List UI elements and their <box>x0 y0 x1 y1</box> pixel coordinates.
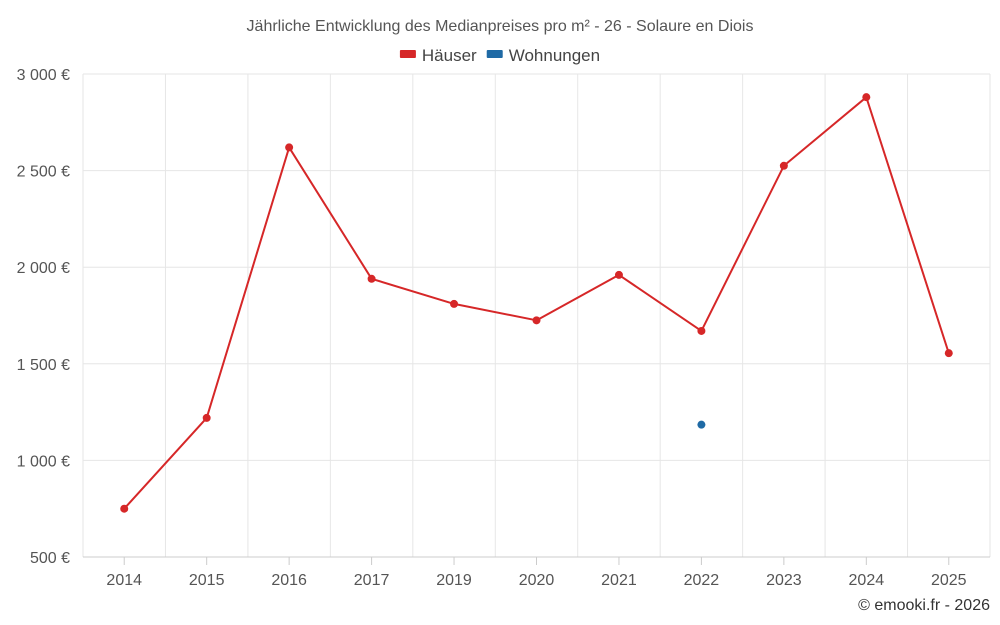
chart-title: Jährliche Entwicklung des Medianpreises … <box>247 18 754 35</box>
x-tick-label: 2020 <box>519 572 555 589</box>
data-point[interactable] <box>285 143 294 152</box>
data-point[interactable] <box>614 270 623 279</box>
data-point[interactable] <box>779 161 788 170</box>
x-tick-label: 2022 <box>684 572 720 589</box>
x-tick-label: 2017 <box>354 572 390 589</box>
legend-item[interactable]: Wohnungen <box>486 46 600 65</box>
series-0 <box>120 93 953 513</box>
y-tick-label: 1 500 € <box>17 357 70 374</box>
x-tick-label: 2019 <box>436 572 472 589</box>
credit-text: © emooki.fr - 2026 <box>858 597 990 614</box>
grid <box>82 73 991 558</box>
data-point[interactable] <box>120 504 129 513</box>
data-point[interactable] <box>697 420 706 429</box>
x-tick-label: 2023 <box>766 572 802 589</box>
legend-label: Häuser <box>422 46 477 65</box>
axes: 500 € 1 000 € 1 500 € 2 000 € 2 500 € 3 000 €… <box>17 67 990 589</box>
legend: Häuser Wohnungen <box>399 46 600 65</box>
series-layer <box>120 93 953 513</box>
data-point[interactable] <box>202 413 211 422</box>
legend-label: Wohnungen <box>509 46 600 65</box>
data-point[interactable] <box>697 326 706 335</box>
legend-swatch <box>399 50 416 58</box>
data-point[interactable] <box>450 299 459 308</box>
legend-swatch <box>486 50 503 58</box>
y-tick-label: 3 000 € <box>17 67 70 84</box>
x-tick-label: 2024 <box>849 572 885 589</box>
x-tick-label: 2021 <box>601 572 637 589</box>
data-point[interactable] <box>862 93 871 102</box>
data-point[interactable] <box>944 349 953 358</box>
data-point[interactable] <box>532 316 541 325</box>
x-tick-label: 2015 <box>189 572 225 589</box>
y-tick-label: 1 000 € <box>17 453 70 470</box>
y-tick-label: 2 000 € <box>17 260 70 277</box>
x-tick-label: 2025 <box>931 572 967 589</box>
series-1 <box>697 420 706 429</box>
y-tick-label: 2 500 € <box>17 164 70 181</box>
legend-item[interactable]: Häuser <box>399 46 477 65</box>
y-tick-label: 500 € <box>30 550 70 567</box>
x-tick-label: 2016 <box>271 572 307 589</box>
x-tick-label: 2014 <box>106 572 142 589</box>
data-point[interactable] <box>367 274 376 283</box>
